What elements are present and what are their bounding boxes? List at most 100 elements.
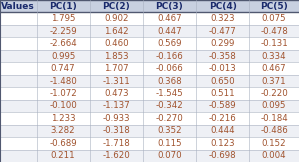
Bar (36, 87, 90, 100)
Bar (143, 75, 196, 87)
Text: -0.589: -0.589 (209, 101, 237, 110)
Text: -0.220: -0.220 (260, 89, 288, 98)
Text: 0.902: 0.902 (104, 14, 129, 23)
Text: 0.334: 0.334 (262, 52, 286, 61)
Text: 1.853: 1.853 (104, 52, 129, 61)
Bar (143, 137, 196, 150)
Bar (90, 112, 143, 125)
Bar (143, 50, 196, 62)
Text: -0.184: -0.184 (260, 114, 288, 123)
Bar (0, 0, 36, 12)
Bar (249, 125, 299, 137)
Bar (249, 12, 299, 25)
Text: 0.444: 0.444 (210, 126, 235, 135)
Bar (249, 137, 299, 150)
Text: PC(5): PC(5) (260, 2, 288, 11)
Text: -0.342: -0.342 (155, 101, 183, 110)
Bar (90, 50, 143, 62)
Bar (0, 87, 36, 100)
Text: 0.460: 0.460 (104, 39, 129, 48)
Text: 0.211: 0.211 (51, 151, 75, 160)
Text: 0.152: 0.152 (262, 139, 286, 148)
Text: 1.707: 1.707 (104, 64, 129, 73)
Bar (196, 50, 249, 62)
Text: 0.371: 0.371 (262, 76, 286, 86)
Bar (196, 137, 249, 150)
Text: -0.933: -0.933 (103, 114, 130, 123)
Text: -1.311: -1.311 (102, 76, 130, 86)
Bar (249, 37, 299, 50)
Text: -1.137: -1.137 (102, 101, 130, 110)
Text: 0.095: 0.095 (262, 101, 286, 110)
Bar (249, 50, 299, 62)
Text: 0.123: 0.123 (210, 139, 235, 148)
Bar (143, 87, 196, 100)
Bar (0, 50, 36, 62)
Bar (0, 37, 36, 50)
Text: 1.642: 1.642 (104, 27, 129, 36)
Bar (0, 25, 36, 37)
Text: 1.233: 1.233 (51, 114, 75, 123)
Bar (196, 75, 249, 87)
Text: 0.511: 0.511 (210, 89, 235, 98)
Bar (249, 87, 299, 100)
Text: -1.545: -1.545 (155, 89, 183, 98)
Bar (90, 37, 143, 50)
Bar (249, 25, 299, 37)
Bar (36, 125, 90, 137)
Bar (90, 12, 143, 25)
Bar (36, 150, 90, 162)
Text: 0.070: 0.070 (157, 151, 182, 160)
Bar (196, 25, 249, 37)
Text: 0.995: 0.995 (51, 52, 75, 61)
Bar (36, 137, 90, 150)
Text: -2.664: -2.664 (49, 39, 77, 48)
Text: -1.480: -1.480 (49, 76, 77, 86)
Text: Values: Values (1, 2, 35, 11)
Bar (143, 37, 196, 50)
Text: PC(3): PC(3) (155, 2, 183, 11)
Bar (90, 62, 143, 75)
Text: 0.467: 0.467 (157, 14, 182, 23)
Bar (0, 62, 36, 75)
Bar (196, 37, 249, 50)
Bar (90, 87, 143, 100)
Text: 0.650: 0.650 (210, 76, 235, 86)
Text: 1.795: 1.795 (51, 14, 75, 23)
Bar (196, 0, 249, 12)
Bar (249, 100, 299, 112)
Text: -0.131: -0.131 (260, 39, 288, 48)
Text: -1.620: -1.620 (102, 151, 130, 160)
Bar (0, 125, 36, 137)
Bar (90, 25, 143, 37)
Text: 0.368: 0.368 (157, 76, 182, 86)
Bar (196, 112, 249, 125)
Text: -0.358: -0.358 (209, 52, 237, 61)
Bar (36, 62, 90, 75)
Text: 0.447: 0.447 (157, 27, 182, 36)
Bar (90, 150, 143, 162)
Text: -1.718: -1.718 (102, 139, 130, 148)
Text: -0.166: -0.166 (155, 52, 183, 61)
Bar (143, 100, 196, 112)
Bar (0, 137, 36, 150)
Bar (143, 112, 196, 125)
Bar (0, 150, 36, 162)
Bar (196, 87, 249, 100)
Bar (196, 100, 249, 112)
Bar (90, 137, 143, 150)
Bar (249, 75, 299, 87)
Text: PC(1): PC(1) (49, 2, 77, 11)
Bar (249, 112, 299, 125)
Bar (0, 100, 36, 112)
Bar (36, 12, 90, 25)
Text: -0.689: -0.689 (49, 139, 77, 148)
Text: -2.259: -2.259 (49, 27, 77, 36)
Bar (143, 0, 196, 12)
Text: 0.299: 0.299 (210, 39, 235, 48)
Text: -0.100: -0.100 (49, 101, 77, 110)
Text: PC(4): PC(4) (209, 2, 237, 11)
Bar (90, 75, 143, 87)
Text: -0.270: -0.270 (155, 114, 183, 123)
Text: 3.282: 3.282 (51, 126, 75, 135)
